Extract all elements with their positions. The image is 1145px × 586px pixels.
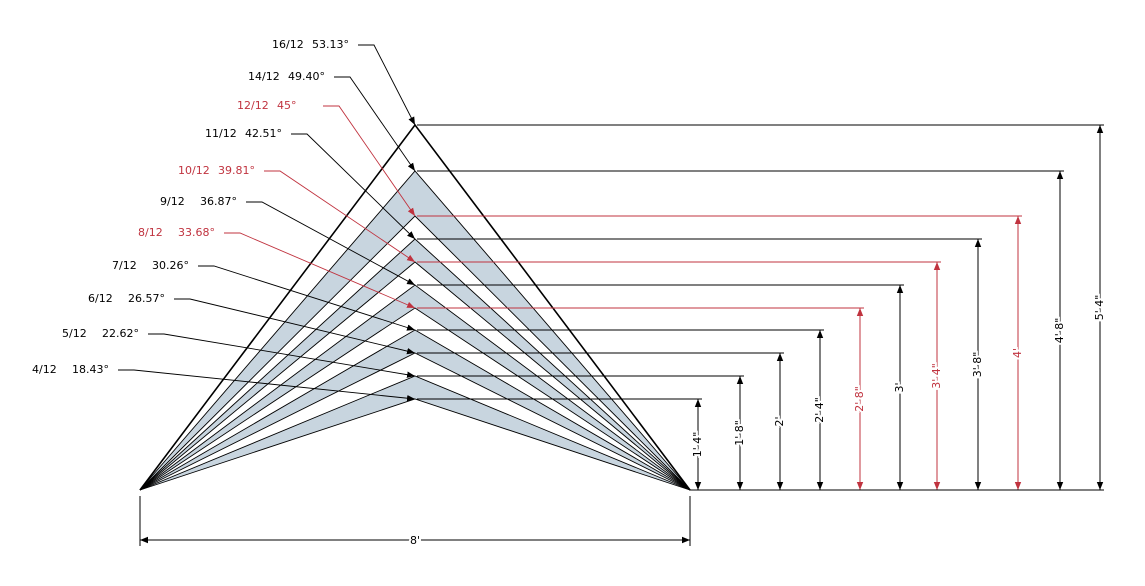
leaders: 16/12 53.13° 14/12 49.40° 12/12 45° 11/12 42.51… — [32, 38, 416, 402]
leader-line — [198, 265, 416, 331]
pitch-label: 6/12 — [88, 292, 113, 305]
shade-band — [140, 330, 690, 490]
rise-label: 2' 8" — [853, 386, 866, 412]
rise-label: 2' — [773, 416, 786, 426]
angle-label: 26.57° — [128, 292, 165, 305]
rise-label: 4' 8" — [1053, 318, 1066, 344]
angle-label: 53.13° — [312, 38, 349, 51]
pitch-label: 4/12 — [32, 363, 57, 376]
angle-label: 30.26° — [152, 259, 189, 272]
pitch-label: 9/12 — [160, 195, 185, 208]
leader-line — [148, 333, 416, 378]
pitch-label: 10/12 — [178, 164, 210, 177]
leader-line — [174, 298, 416, 355]
pitch-label: 7/12 — [112, 259, 137, 272]
span-label: 8' — [410, 534, 420, 547]
leader-line — [264, 170, 416, 263]
leader-line — [246, 201, 416, 286]
leader-line — [224, 232, 416, 309]
angle-label: 45° — [277, 99, 297, 112]
pitch-label: 14/12 — [248, 70, 280, 83]
rise-label: 4' — [1011, 348, 1024, 358]
angle-label: 36.87° — [200, 195, 237, 208]
angle-label: 22.62° — [102, 327, 139, 340]
leader-line — [334, 76, 416, 172]
leader-line — [291, 133, 416, 240]
angle-label: 33.68° — [178, 226, 215, 239]
roof-line — [139, 329, 691, 491]
pitch-label: 5/12 — [62, 327, 87, 340]
rise-label: 1' 8" — [733, 420, 746, 446]
rise-label: 1' 4" — [691, 432, 704, 458]
angle-label: 49.40° — [288, 70, 325, 83]
angle-label: 39.81° — [218, 164, 255, 177]
angle-label: 42.51° — [245, 127, 282, 140]
pitch-label: 16/12 — [272, 38, 304, 51]
leader-line — [358, 44, 416, 126]
pitch-label: 11/12 — [205, 127, 237, 140]
pitch-label: 8/12 — [138, 226, 163, 239]
leader-line — [118, 369, 416, 402]
rise-label: 3' — [893, 382, 906, 392]
rise-label: 3' 4" — [930, 363, 943, 389]
angle-label: 18.43° — [72, 363, 109, 376]
roof-line — [139, 238, 691, 491]
pitch-label: 12/12 — [237, 99, 269, 112]
rise-label: 5' 4" — [1093, 295, 1106, 321]
rise-label: 3' 8" — [971, 352, 984, 378]
leader-line — [323, 105, 416, 217]
rise-label: 2' 4" — [813, 397, 826, 423]
rise-dimensions: 5' 4" 4' 8" 4' 3' 8" 3' 4" 3' 2' 8" 2' 4" 2' 1' 8… — [417, 124, 1108, 490]
shade-band — [140, 239, 690, 490]
